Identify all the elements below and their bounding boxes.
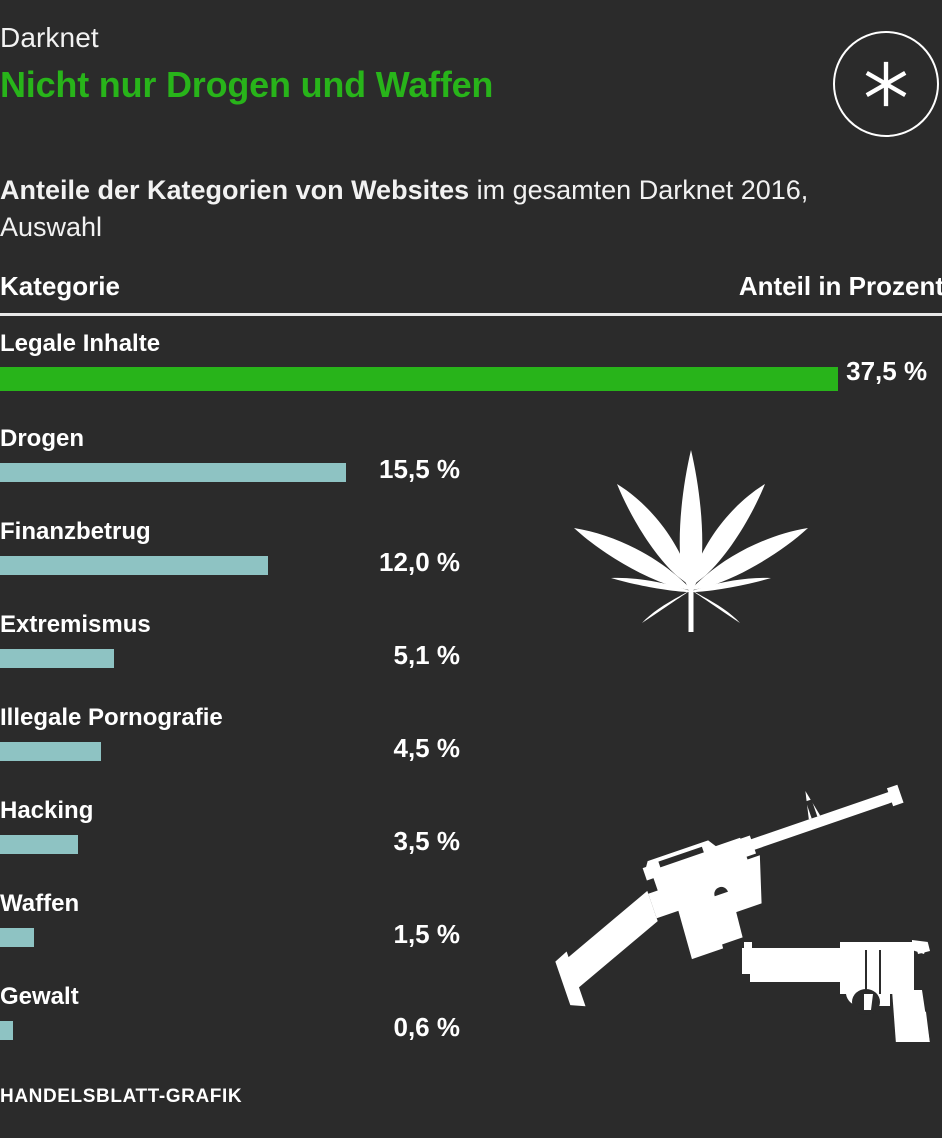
cannabis-leaf-icon [574,450,808,632]
value-label: 4,5 % [393,733,461,763]
credit-line: HANDELSBLATT-GRAFIK [0,1086,243,1107]
category-label: Waffen [0,890,80,917]
value-label: 3,5 % [393,826,461,856]
value-label: 12,0 % [379,547,460,577]
value-label: 37,5 % [846,356,928,386]
column-header-category: Kategorie [0,271,120,301]
headline: Nicht nur Drogen und Waffen [0,64,494,105]
bar-row: Legale Inhalte 37,5 % [0,330,942,402]
bar-row: Finanzbetrug 12,0 % [0,518,942,611]
bar [0,367,839,391]
firearms-illustration [512,742,942,1042]
bar-row: Extremismus 5,1 % [0,611,942,704]
cannabis-leaf-illustration [556,444,826,634]
column-header-share: Anteil in Prozent [738,271,942,301]
category-label: Gewalt [0,983,79,1010]
category-label: Extremismus [0,611,151,638]
asterisk-icon [865,61,907,107]
bar-row: Gewalt 0,6 % [0,983,942,1076]
bar [0,742,101,761]
bar [0,1021,14,1040]
bar-row: Drogen 15,5 % [0,425,942,518]
bar-row: Waffen 1,5 % [0,890,942,983]
subtitle-bold: Anteile der Kategorien von Websites [0,175,470,205]
subtitle: Anteile der Kategorien von Websites im g… [0,172,860,246]
value-label: 5,1 % [393,640,461,670]
bar-chart: Legale Inhalte 37,5 % Drogen 15,5 % Finanzbe… [0,330,942,1060]
bar [0,835,79,854]
bar [0,463,347,482]
bar [0,556,269,575]
value-label: 0,6 % [393,1012,461,1042]
bar-row: Hacking 3,5 % [0,797,942,890]
value-label: 1,5 % [393,919,461,949]
bar [0,928,34,947]
subtitle-rest: im gesamten Darknet 2016, Auswahl [0,175,809,242]
asterisk-logo [833,31,939,137]
value-label: 15,5 % [379,454,460,484]
header-divider [0,313,942,316]
category-label: Finanzbetrug [0,518,151,545]
category-label: Hacking [0,797,94,824]
bar [0,649,114,668]
category-label: Drogen [0,425,84,452]
category-label: Legale Inhalte [0,330,161,357]
firearms-icon [555,784,930,1042]
kicker: Darknet [0,22,99,53]
category-label: Illegale Pornografie [0,704,223,731]
bar-row: Illegale Pornografie 4,5 % [0,704,942,797]
